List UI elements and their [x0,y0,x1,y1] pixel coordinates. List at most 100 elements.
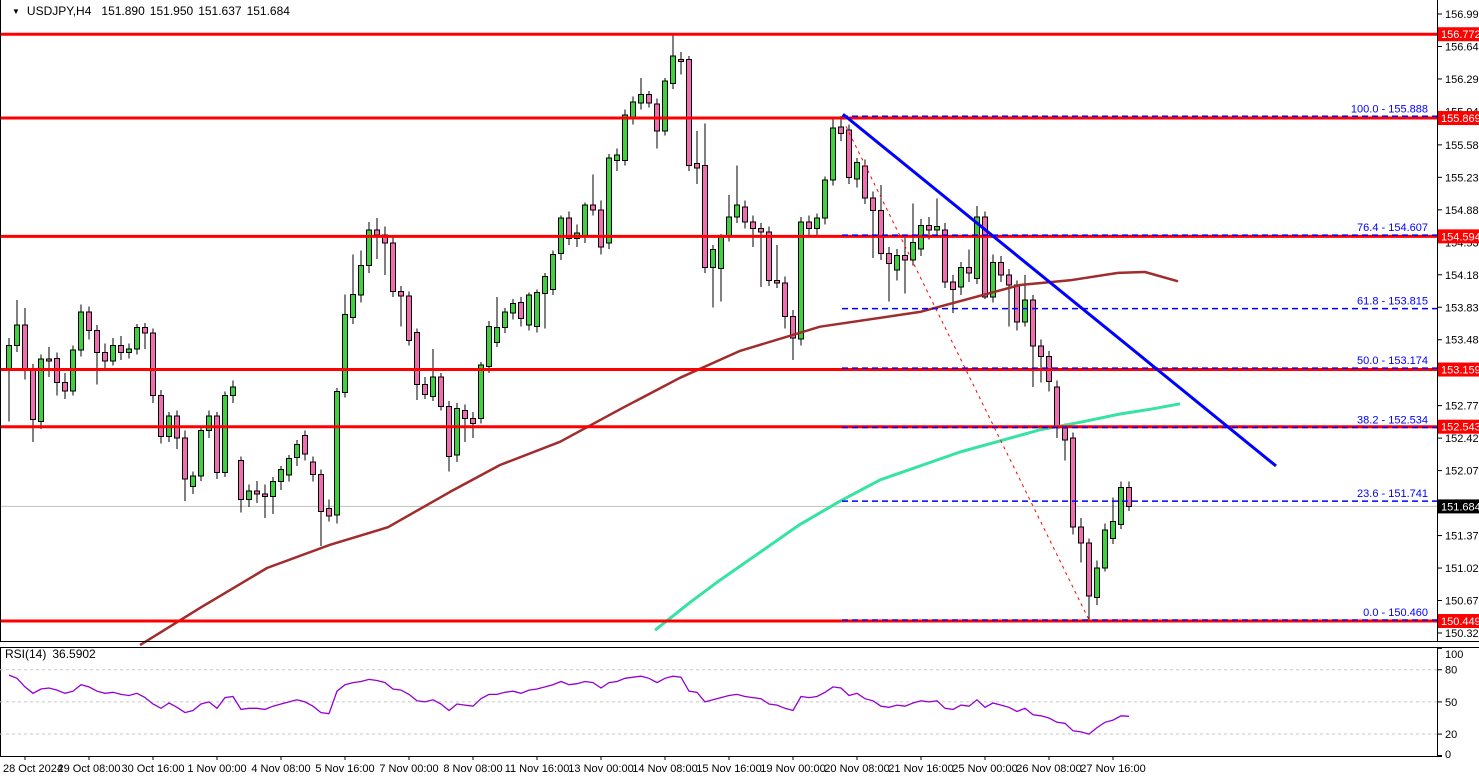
candle [302,434,308,455]
price-badge-text: 151.684 [1441,501,1479,513]
price-tick-label: 150.670 [1445,596,1479,608]
price-badge [1438,27,1479,42]
candle [78,311,84,351]
panel-borders [0,0,1479,757]
rsi-scale-label: 100 [1445,649,1463,661]
time-tick-label: 7 Nov 00:00 [379,763,438,775]
candle [438,376,444,408]
candle [934,226,940,231]
fib-level-label: 23.6 - 151.741 [1357,488,1428,500]
chart-title-bar: ▼ USDJPY,H4 151.890 151.950 151.637 151.… [12,4,295,18]
price-tick-label: 155.230 [1445,172,1479,184]
price-tick-label: 154.880 [1445,205,1479,217]
candle [22,324,28,370]
rsi-name: RSI(14) [5,647,47,661]
candle [134,327,140,350]
price-tick-label: 153.830 [1445,302,1479,314]
rsi-line [8,674,1130,735]
candle [718,236,724,269]
time-tick-label: 15 Nov 16:00 [696,763,761,775]
time-tick-label: 8 Nov 08:00 [443,763,502,775]
candle [838,126,844,135]
candle [966,266,972,274]
candle [94,329,100,354]
candle [982,216,988,298]
candle [470,418,476,424]
candle [958,266,964,288]
candle [294,444,300,459]
time-tick-label: 28 Oct 2024 [3,763,63,775]
candle [110,344,116,362]
candle [990,262,996,298]
price-badge [1438,614,1479,629]
candle [262,493,268,498]
price-axis[interactable]: 156.990156.640156.290155.940155.580155.2… [1437,9,1479,640]
candle [822,179,828,219]
price-tick-label: 154.180 [1445,270,1479,282]
time-tick-label: 29 Oct 08:00 [58,763,121,775]
candle [790,316,796,339]
candle [350,293,356,318]
candle [46,358,52,362]
candle [150,332,156,396]
candle [638,94,644,104]
candle [510,303,516,314]
candle [1110,521,1116,539]
candle [502,311,508,329]
price-tick-label: 152.420 [1445,433,1479,445]
candle [646,94,652,104]
slow-ma [139,270,1179,647]
time-tick-label: 21 Nov 16:00 [888,763,953,775]
rsi-value: 36.5902 [52,647,96,661]
time-tick-label: 14 Nov 08:00 [632,763,697,775]
candle [1062,427,1068,441]
price-tick-label: 150.320 [1445,628,1479,640]
price-badge-text: 152.543 [1441,422,1479,434]
candle [846,129,852,178]
candle [1094,567,1100,599]
candles [6,35,1132,622]
candle [198,430,204,477]
price-badge [1438,111,1479,126]
candle [750,221,756,229]
candle [1038,345,1044,357]
price-tick-label: 151.020 [1445,563,1479,575]
candle [158,394,164,437]
candle [246,490,252,500]
red-dashed-trendline[interactable] [845,126,1091,623]
price-badge [1438,362,1479,377]
candle [542,276,548,294]
chart-menu-arrow-icon[interactable]: ▼ [12,6,20,16]
candle [1078,526,1084,544]
ohlc-high-value: 151.950 [149,4,194,18]
candle [30,368,36,421]
candle [518,302,524,319]
candle [182,437,188,480]
candle [278,469,284,483]
blue-trendline[interactable] [842,113,1277,468]
candle [614,154,620,162]
rsi-scale-label: 20 [1445,729,1457,741]
price-badge-text: 153.159 [1441,365,1479,377]
time-tick-label: 1 Nov 00:00 [187,763,246,775]
time-tick-label: 11 Nov 16:00 [505,763,570,775]
candle [766,231,772,281]
candle [462,409,468,420]
candle [726,216,732,238]
price-badge [1438,499,1479,514]
candle [798,221,804,340]
price-badges: 156.772 155.869 154.594 153.159 152.543 151.6… [1438,27,1479,629]
price-badge-text: 154.594 [1441,231,1479,243]
candle [534,291,540,328]
candle [446,406,452,458]
candle [206,415,212,432]
candle [830,127,836,181]
candle [702,164,708,268]
candle [1118,486,1124,525]
candle [606,157,612,244]
candle [118,344,124,354]
candle [950,281,956,291]
candle [878,210,884,254]
